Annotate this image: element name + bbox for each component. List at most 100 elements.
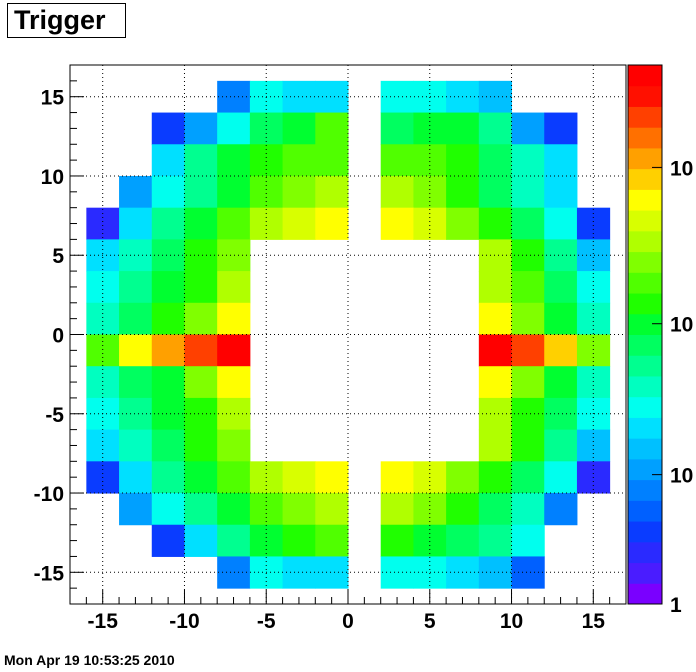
chart-title: Trigger: [7, 3, 126, 38]
heatmap-cell: [511, 239, 545, 272]
heatmap-cell: [544, 366, 578, 399]
heatmap-cell: [151, 112, 185, 145]
heatmap-cell: [184, 302, 218, 335]
colorbar-label: 10: [670, 157, 693, 180]
heatmap-cell: [576, 207, 611, 240]
heatmap-cell: [478, 302, 513, 335]
colorbar-swatch: [628, 168, 662, 190]
grid-lines: [70, 65, 626, 604]
heatmap-cell: [446, 524, 480, 557]
heatmap-cell: [511, 144, 545, 177]
heatmap-cell: [119, 397, 153, 431]
heatmap-cell: [119, 493, 153, 526]
heatmap-cell: [511, 556, 545, 589]
heatmap-cell: [217, 493, 251, 526]
heatmap-cell: [86, 207, 120, 240]
x-tick-label: -15: [88, 610, 119, 633]
heatmap-cell: [217, 461, 251, 494]
colorbar-swatch: [628, 147, 662, 170]
heatmap-cell: [119, 207, 153, 240]
colorbar-swatch: [628, 396, 662, 418]
heatmap-cell: [380, 461, 414, 494]
y-tick-label: -15: [34, 562, 65, 585]
colorbar-swatch: [628, 334, 662, 356]
heatmap-cell: [184, 271, 218, 304]
colorbar-label: 10: [670, 314, 693, 337]
heatmap-cell: [380, 207, 414, 240]
heatmap-cell: [478, 112, 513, 145]
heatmap-cell: [478, 80, 513, 114]
heatmap-cell: [184, 366, 218, 399]
heatmap-cell: [151, 144, 185, 177]
heatmap-cell: [544, 271, 578, 304]
heatmap-cell: [380, 524, 414, 557]
heatmap-cell: [511, 366, 545, 399]
heatmap-cell: [478, 556, 513, 589]
heatmap-cell: [249, 207, 284, 240]
heatmap-cell: [446, 112, 480, 145]
heatmap-cell: [151, 524, 185, 557]
heatmap-cell: [446, 175, 480, 209]
colorbar-swatch: [628, 458, 662, 481]
colorbar-swatch: [628, 355, 662, 377]
heatmap-cell: [511, 524, 545, 557]
colorbar-swatch: [628, 417, 662, 439]
heatmap-cell: [119, 302, 153, 335]
y-tick-label: 5: [52, 245, 64, 268]
colorbar-labels: 1 10 10 10: [652, 157, 693, 617]
heatmap-cell: [151, 366, 185, 399]
heatmap-cell: [511, 271, 545, 304]
heatmap-cell: [282, 175, 316, 209]
heatmap-cell: [217, 207, 251, 240]
axis-ticks: [69, 64, 627, 605]
heatmap-cell: [544, 334, 578, 367]
heatmap-cell: [511, 397, 545, 431]
heatmap-cell: [151, 302, 185, 335]
heatmap-cell: [151, 397, 185, 431]
colorbar-border: [627, 64, 663, 605]
colorbar-swatch: [628, 210, 662, 232]
y-tick-label: -5: [45, 404, 64, 427]
colorbar-swatch: [628, 127, 662, 149]
colorbar-swatch: [628, 293, 662, 315]
heatmap-cell: [315, 493, 349, 526]
colorbar-label: 1: [670, 594, 682, 617]
heatmap-cell: [576, 302, 611, 335]
heatmap-cell: [544, 175, 578, 209]
heatmap-cell: [119, 429, 153, 462]
heatmap-cell: [184, 112, 218, 145]
heatmap-cell: [413, 524, 447, 557]
heatmap-cell: [315, 524, 349, 557]
heatmap-cell: [478, 493, 513, 526]
heatmap-cell: [217, 302, 251, 335]
heatmap-cell: [119, 461, 153, 494]
colorbar-swatch: [628, 272, 662, 294]
heatmap-cell: [380, 144, 414, 177]
heatmap-cell: [413, 207, 447, 240]
colorbar-swatch: [628, 521, 662, 543]
y-axis-tick-labels: 15 10 5 0 -5 -10 -15: [34, 87, 65, 586]
colorbar-swatch: [628, 541, 662, 564]
timestamp: Mon Apr 19 10:53:25 2010: [4, 652, 175, 668]
y-tick-label: 10: [41, 166, 64, 189]
heatmap-cell: [151, 429, 185, 462]
colorbar-swatch: [628, 375, 662, 398]
heatmap-cell: [413, 175, 447, 209]
heatmap-cell: [282, 524, 316, 557]
heatmap-cell: [446, 207, 480, 240]
heatmap-cell: [151, 493, 185, 526]
x-tick-label: 15: [582, 610, 606, 633]
heatmap-cell: [151, 239, 185, 272]
heatmap-cell: [478, 334, 513, 367]
heatmap-cell: [184, 524, 218, 557]
heatmap-cell: [576, 239, 611, 272]
heatmap-cell: [511, 493, 545, 526]
colorbar-swatch: [628, 230, 662, 253]
heatmap-cell: [380, 493, 414, 526]
heatmap-cell: [478, 461, 513, 494]
heatmap-cell: [119, 175, 153, 209]
heatmap-cell: [478, 239, 513, 272]
colorbar-swatch: [628, 106, 662, 128]
heatmap-cell: [544, 207, 578, 240]
heatmap-cell: [544, 429, 578, 462]
